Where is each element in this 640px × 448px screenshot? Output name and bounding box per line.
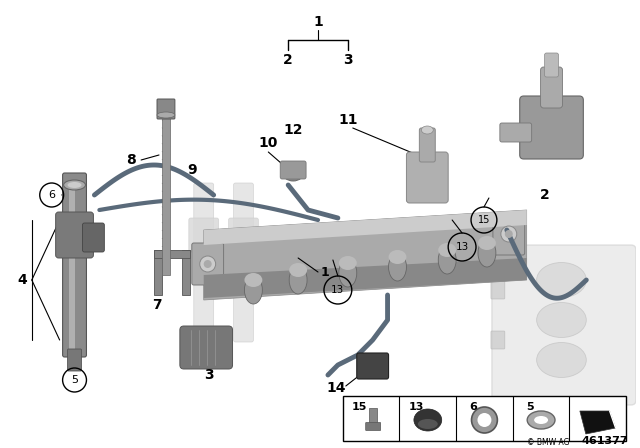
Circle shape (200, 256, 216, 272)
Text: 7: 7 (152, 298, 162, 312)
FancyBboxPatch shape (228, 218, 259, 252)
Ellipse shape (478, 236, 496, 250)
FancyBboxPatch shape (406, 152, 448, 203)
Ellipse shape (534, 416, 548, 424)
Bar (154, 250, 162, 295)
FancyBboxPatch shape (192, 243, 223, 285)
FancyBboxPatch shape (500, 123, 532, 142)
Polygon shape (580, 411, 616, 434)
FancyBboxPatch shape (520, 96, 583, 159)
Text: 15: 15 (478, 215, 490, 225)
Text: 3: 3 (204, 368, 214, 382)
Text: 1: 1 (313, 15, 323, 29)
FancyBboxPatch shape (157, 99, 175, 119)
Text: © BMW AG: © BMW AG (527, 438, 569, 447)
FancyBboxPatch shape (356, 353, 388, 379)
Bar (68, 180, 74, 350)
Text: 461377: 461377 (581, 436, 628, 446)
Ellipse shape (157, 112, 175, 118)
Circle shape (472, 407, 497, 433)
Circle shape (477, 413, 492, 427)
Text: 12: 12 (284, 123, 303, 137)
FancyBboxPatch shape (189, 218, 219, 252)
Ellipse shape (414, 409, 442, 431)
Ellipse shape (244, 273, 262, 287)
Ellipse shape (289, 266, 307, 294)
FancyBboxPatch shape (365, 422, 381, 431)
FancyBboxPatch shape (63, 173, 86, 357)
FancyBboxPatch shape (492, 245, 636, 405)
Ellipse shape (536, 263, 586, 297)
Text: 8: 8 (126, 153, 136, 167)
Bar (162, 115, 170, 275)
Text: 14: 14 (326, 381, 346, 395)
Circle shape (501, 226, 516, 242)
Bar (343, 396, 626, 441)
FancyBboxPatch shape (83, 223, 104, 252)
Text: 13: 13 (332, 285, 344, 295)
FancyBboxPatch shape (541, 67, 563, 108)
Text: 13: 13 (409, 402, 424, 412)
Ellipse shape (244, 276, 262, 304)
FancyBboxPatch shape (194, 183, 214, 342)
Text: 6: 6 (48, 190, 55, 200)
Text: 15: 15 (352, 402, 367, 412)
FancyBboxPatch shape (280, 161, 306, 179)
Ellipse shape (438, 243, 456, 257)
Bar (182, 250, 190, 295)
Ellipse shape (388, 253, 406, 281)
Text: 2: 2 (540, 188, 550, 202)
Text: 2: 2 (284, 53, 293, 67)
FancyBboxPatch shape (493, 213, 525, 255)
Text: 13: 13 (456, 242, 468, 252)
FancyBboxPatch shape (56, 212, 93, 258)
Text: 3: 3 (343, 53, 353, 67)
FancyBboxPatch shape (68, 349, 81, 371)
Text: 10: 10 (259, 136, 278, 150)
Ellipse shape (282, 163, 304, 181)
Polygon shape (204, 210, 527, 245)
Bar (154, 250, 190, 258)
Text: 6: 6 (469, 402, 477, 412)
Ellipse shape (289, 263, 307, 277)
Ellipse shape (418, 419, 438, 429)
Ellipse shape (63, 180, 86, 190)
Ellipse shape (478, 239, 496, 267)
Ellipse shape (339, 259, 356, 287)
Ellipse shape (536, 302, 586, 337)
FancyBboxPatch shape (491, 331, 505, 349)
Text: 1: 1 (321, 266, 330, 279)
Ellipse shape (536, 343, 586, 378)
Ellipse shape (388, 250, 406, 264)
Text: 5: 5 (526, 402, 534, 412)
Bar (369, 408, 377, 426)
Circle shape (505, 230, 513, 238)
Polygon shape (204, 210, 527, 300)
FancyBboxPatch shape (180, 326, 232, 369)
FancyBboxPatch shape (234, 183, 253, 342)
FancyBboxPatch shape (545, 53, 559, 77)
Ellipse shape (68, 182, 81, 188)
Text: 9: 9 (187, 163, 196, 177)
Circle shape (204, 260, 212, 268)
Text: 11: 11 (338, 113, 358, 127)
Text: 5: 5 (71, 375, 78, 385)
Polygon shape (204, 258, 527, 298)
Ellipse shape (438, 246, 456, 274)
Ellipse shape (339, 256, 356, 270)
FancyBboxPatch shape (419, 128, 435, 162)
Ellipse shape (421, 126, 433, 134)
FancyBboxPatch shape (491, 281, 505, 299)
Text: 4: 4 (17, 273, 27, 287)
Ellipse shape (527, 411, 555, 429)
